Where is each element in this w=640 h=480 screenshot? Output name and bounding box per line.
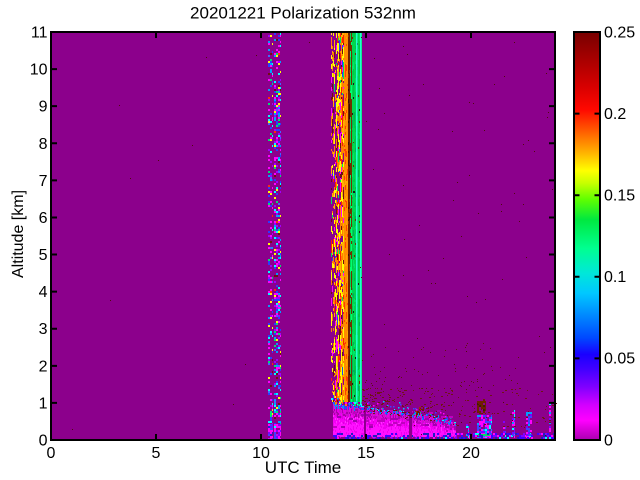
svg-text:1: 1 — [39, 395, 48, 412]
svg-text:0.25: 0.25 — [604, 24, 635, 41]
svg-text:9: 9 — [39, 99, 48, 116]
svg-text:11: 11 — [31, 25, 48, 42]
svg-text:Altitude [km]: Altitude [km] — [10, 190, 27, 278]
svg-text:0.1: 0.1 — [604, 269, 626, 286]
svg-text:7: 7 — [39, 173, 48, 190]
svg-text:0.15: 0.15 — [604, 188, 635, 205]
svg-text:8: 8 — [39, 136, 48, 153]
svg-text:0.05: 0.05 — [604, 351, 635, 368]
svg-text:10: 10 — [30, 62, 48, 79]
svg-text:20: 20 — [462, 445, 480, 462]
svg-text:0: 0 — [47, 445, 56, 462]
svg-text:20201221 Polarization 532nm: 20201221 Polarization 532nm — [190, 4, 416, 23]
svg-text:6: 6 — [39, 210, 48, 227]
svg-text:3: 3 — [39, 321, 48, 338]
svg-text:5: 5 — [39, 247, 48, 264]
svg-text:UTC Time: UTC Time — [265, 458, 342, 477]
svg-text:2: 2 — [39, 358, 48, 375]
svg-text:10: 10 — [252, 445, 270, 462]
svg-text:5: 5 — [152, 445, 161, 462]
svg-text:0.2: 0.2 — [604, 106, 626, 123]
svg-text:0: 0 — [604, 432, 613, 449]
svg-text:4: 4 — [39, 284, 48, 301]
svg-text:15: 15 — [357, 445, 375, 462]
svg-text:0: 0 — [39, 433, 48, 450]
